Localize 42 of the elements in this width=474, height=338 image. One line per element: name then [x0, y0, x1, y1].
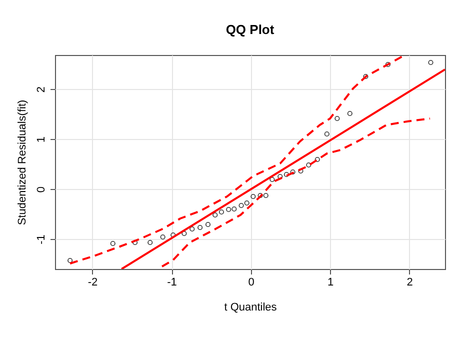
x-tick-label: 0 [248, 276, 254, 288]
point [324, 131, 330, 137]
point [238, 202, 244, 208]
x-tick-label: -2 [88, 276, 98, 288]
y-tick-label: 1 [36, 136, 48, 143]
point [250, 194, 256, 200]
x-tick-label: -1 [167, 276, 177, 288]
point [290, 169, 296, 175]
point [314, 156, 320, 162]
point [160, 234, 166, 240]
point [218, 209, 224, 215]
point [263, 192, 268, 198]
point [198, 224, 203, 230]
point [270, 176, 275, 182]
point [334, 116, 340, 122]
line-series [161, 118, 431, 268]
point [385, 62, 390, 68]
point [258, 192, 263, 198]
point [148, 240, 153, 246]
point [68, 258, 73, 264]
x-tick-label: 2 [406, 276, 413, 288]
point [212, 212, 218, 218]
point [284, 172, 289, 178]
point [347, 110, 352, 116]
point [190, 226, 195, 232]
y-tick-label: 2 [36, 86, 48, 93]
point [182, 230, 187, 236]
y-axis-title: Studentized Residuals(fit) [16, 100, 28, 226]
y-tick-label: 0 [36, 186, 48, 193]
chart-title: QQ Plot [226, 22, 275, 37]
y-tick-label: -1 [36, 234, 48, 244]
point [428, 60, 434, 66]
point [205, 222, 211, 228]
point [110, 240, 116, 246]
point [244, 200, 250, 206]
x-axis-title: t Quantiles [224, 302, 278, 314]
x-tick-label: 1 [328, 276, 334, 288]
point [232, 206, 237, 212]
point [363, 74, 368, 80]
point [306, 162, 312, 168]
point [226, 206, 232, 212]
line-series [69, 55, 404, 264]
